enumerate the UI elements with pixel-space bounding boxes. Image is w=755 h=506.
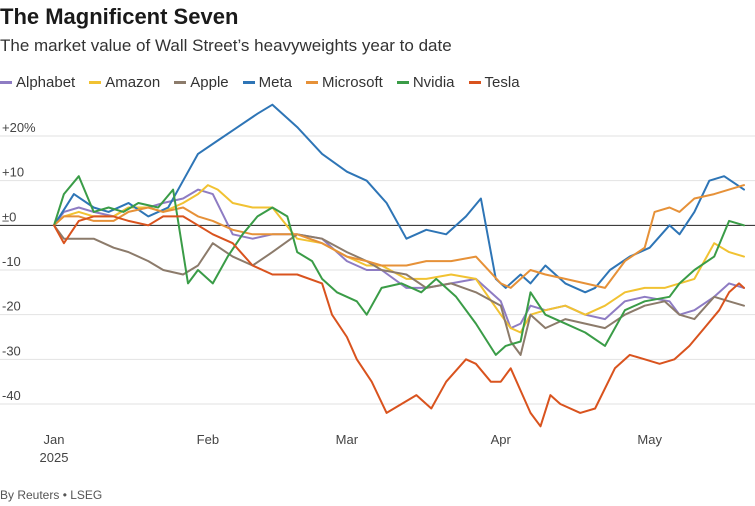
y-tick-label: +20% xyxy=(2,120,36,135)
chart-title: The Magnificent Seven xyxy=(0,4,239,29)
series-line-microsoft xyxy=(53,184,745,289)
legend-label-microsoft: Microsoft xyxy=(321,74,383,91)
legend-swatch-meta xyxy=(242,81,255,84)
legend-label-nvidia: Nvidia xyxy=(412,74,455,91)
series-line-nvidia xyxy=(53,175,745,356)
series-line-meta xyxy=(53,103,745,294)
legend-swatch-alphabet xyxy=(0,81,12,84)
legend: Alphabet Amazon Apple Meta Microsoft Nvi… xyxy=(0,74,534,91)
legend-item-meta: Meta xyxy=(242,74,292,91)
x-tick-label-apr: Apr xyxy=(491,432,512,447)
y-tick-label: -20 xyxy=(2,299,21,314)
y-tick-label: +10 xyxy=(2,165,24,180)
x-tick-label-may: May xyxy=(637,432,662,447)
x-tick-label-feb: Feb xyxy=(197,432,219,447)
legend-label-meta: Meta xyxy=(258,74,292,91)
legend-label-amazon: Amazon xyxy=(105,74,161,91)
series-lines xyxy=(53,103,745,428)
y-tick-label: ±0 xyxy=(2,209,16,224)
legend-item-alphabet: Alphabet xyxy=(0,74,75,91)
y-tick-label: -10 xyxy=(2,254,21,269)
legend-label-alphabet: Alphabet xyxy=(16,74,76,91)
y-tick-label: -40 xyxy=(2,388,21,403)
legend-item-nvidia: Nvidia xyxy=(396,74,455,91)
legend-item-tesla: Tesla xyxy=(468,74,520,91)
axis-labels: +20% +10 ±0 -10 -20 -30 -40 Jan 2025 Feb Mar Apr May xyxy=(2,120,662,465)
legend-swatch-amazon xyxy=(89,81,102,84)
chart-subtitle: The market value of Wall Street’s heavyw… xyxy=(0,36,452,55)
series-line-apple xyxy=(53,224,745,356)
legend-label-tesla: Tesla xyxy=(484,74,520,91)
legend-swatch-microsoft xyxy=(305,81,318,84)
x-tick-label-jan: Jan xyxy=(44,432,65,447)
legend-item-apple: Apple xyxy=(174,74,229,91)
legend-item-microsoft: Microsoft xyxy=(305,74,383,91)
source-credit: By Reuters • LSEG xyxy=(0,488,103,502)
x-tick-sublabel-year: 2025 xyxy=(40,450,69,465)
legend-item-amazon: Amazon xyxy=(89,74,160,91)
x-tick-label-mar: Mar xyxy=(336,432,359,447)
series-line-tesla xyxy=(53,215,745,428)
y-tick-label: -30 xyxy=(2,343,21,358)
grid-lines xyxy=(0,135,755,405)
legend-swatch-apple xyxy=(174,81,187,84)
legend-label-apple: Apple xyxy=(190,74,229,91)
legend-swatch-nvidia xyxy=(396,81,409,84)
legend-swatch-tesla xyxy=(468,81,481,84)
